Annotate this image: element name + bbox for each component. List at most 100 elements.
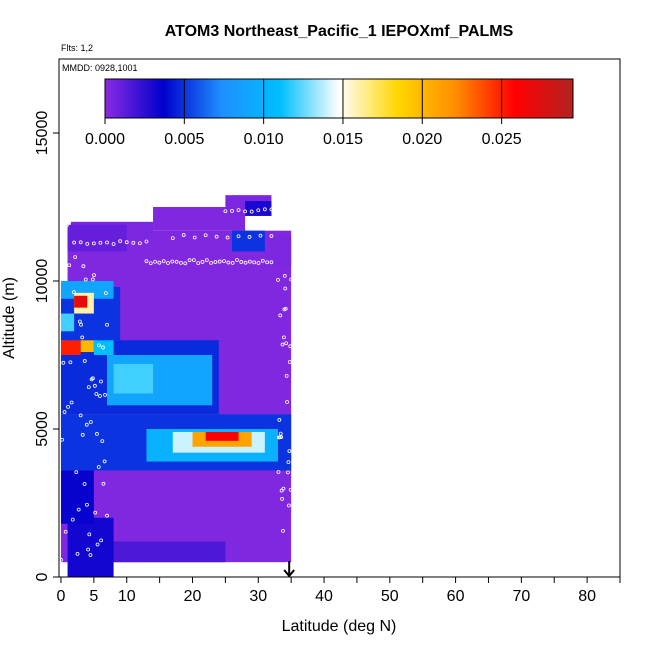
sample-point: [288, 487, 293, 492]
sample-point: [100, 439, 105, 444]
sample-point: [289, 277, 294, 282]
sample-point: [103, 291, 108, 295]
colorbar-tick-label: 0.005: [164, 131, 204, 148]
colorbar: 0.000 0.005 0.010 0.015 0.020 0.025: [85, 78, 574, 148]
sample-point: [94, 392, 99, 396]
sample-point: [281, 528, 285, 533]
sample-point: [78, 413, 83, 418]
x-tick-label: 20: [184, 588, 202, 605]
sample-point: [277, 418, 282, 422]
sample-point: [83, 277, 88, 282]
sample-point: [64, 223, 69, 227]
sample-point: [161, 259, 166, 264]
sample-point: [98, 240, 103, 245]
sample-point: [84, 422, 89, 427]
heatmap-cell: [93, 340, 114, 355]
sample-point: [79, 322, 83, 327]
sample-point: [243, 260, 248, 265]
sample-point: [102, 459, 107, 464]
sample-point: [91, 241, 96, 246]
heatmap-cell: [113, 363, 154, 394]
sample-point: [226, 260, 231, 265]
sample-point: [86, 385, 91, 390]
sample-point: [235, 258, 239, 262]
sample-point: [88, 553, 93, 557]
sample-point: [283, 306, 288, 311]
sample-point: [75, 551, 80, 556]
sample-point: [99, 538, 104, 543]
sample-point: [92, 383, 97, 388]
sample-point: [166, 261, 170, 265]
sample-point: [82, 359, 87, 363]
sample-point: [282, 273, 287, 278]
colorbar-tick-label: 0.020: [402, 131, 442, 148]
sample-point: [285, 400, 289, 404]
sample-point: [174, 259, 179, 264]
sample-point: [284, 373, 289, 378]
heatmap-cell: [87, 541, 226, 563]
heatmap-cell: [67, 224, 127, 252]
sample-point: [265, 260, 270, 265]
sample-point: [131, 240, 136, 245]
sample-point: [80, 335, 85, 340]
sample-point: [90, 277, 95, 282]
sample-point: [87, 532, 92, 537]
sample-point: [286, 460, 291, 464]
sample-point: [196, 261, 201, 266]
sample-point: [60, 437, 65, 442]
heatmap-cell: [60, 470, 94, 524]
sample-point: [278, 431, 283, 436]
sample-point: [62, 410, 67, 414]
sample-point: [288, 344, 293, 349]
sample-point: [81, 264, 86, 269]
sample-point: [187, 258, 192, 263]
sample-point: [280, 342, 285, 347]
sample-point: [66, 404, 70, 409]
sample-point: [170, 236, 175, 240]
sample-point: [269, 234, 274, 238]
sample-point: [82, 482, 87, 486]
sample-point: [191, 258, 196, 262]
sample-point: [282, 335, 286, 340]
sample-point: [157, 260, 162, 265]
heatmap-cell: [60, 313, 75, 332]
sample-point: [249, 209, 254, 214]
colorbar-tick-label: 0.025: [482, 131, 522, 148]
sample-point: [243, 209, 248, 214]
x-axis: 0 5 10 20 30 40 50 60 70 80: [57, 577, 621, 605]
y-tick-label: 10000: [34, 259, 51, 304]
heatmap-cell: [271, 236, 292, 267]
x-tick-label: 50: [381, 588, 399, 605]
colorbar-tick-label: 0.000: [85, 131, 125, 148]
x-tick-label: 40: [315, 588, 333, 605]
x-tick-label: 70: [512, 588, 530, 605]
y-tick-label: 5000: [34, 411, 51, 447]
y-axis-label: Altitude (m): [1, 277, 18, 359]
sample-point: [284, 341, 289, 346]
y-tick-label: 0: [34, 572, 51, 581]
sample-point: [280, 497, 284, 501]
sample-point: [200, 260, 205, 264]
sample-point: [67, 263, 72, 268]
sample-point: [262, 207, 267, 212]
sample-point: [223, 209, 228, 214]
sample-point: [279, 435, 284, 440]
sample-point: [269, 207, 274, 212]
x-tick-label: 80: [578, 588, 596, 605]
sample-point: [239, 260, 244, 264]
sample-point: [90, 376, 95, 381]
plot-frame: [58, 58, 621, 578]
colorbar-tick-label: 0.015: [323, 131, 363, 148]
sample-point: [230, 209, 234, 213]
sample-point: [286, 503, 291, 508]
sample-point: [278, 313, 283, 318]
sample-point: [98, 394, 102, 398]
sample-point: [281, 486, 286, 491]
sample-point: [236, 234, 241, 239]
x-axis-label: Latitude (deg N): [282, 618, 397, 635]
sample-point: [181, 233, 186, 237]
sample-point: [209, 260, 214, 265]
sample-point: [214, 234, 219, 239]
sample-point: [236, 208, 241, 213]
